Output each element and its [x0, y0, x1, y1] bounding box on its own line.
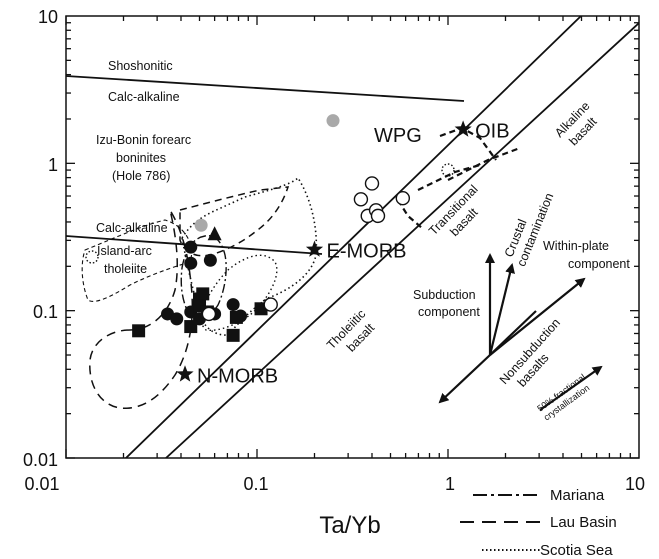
x-tick-label: 1: [445, 474, 455, 494]
label-izu-bonin-2: boninites: [116, 151, 166, 165]
wpg-open-dotted-marker: [441, 163, 455, 177]
label-within-plate-1: Within-plate: [543, 239, 609, 253]
label-calc-alkaline-lower: Calc-alkaline: [96, 221, 168, 235]
label-island-arc-2: tholeiite: [104, 262, 147, 276]
label-transitional-basalt: Transitional basalt: [426, 180, 495, 249]
upper-diagonal-line: [125, 16, 582, 458]
nonsubduction-arrow-up: [489, 310, 537, 356]
x-axis-title: Ta/Yb: [319, 512, 380, 539]
lower-diagonal-line: [165, 22, 639, 458]
izu-bonin-field: [179, 186, 290, 257]
label-island-arc-1: Island-arc: [97, 244, 152, 258]
legend-lau-label: Lau Basin: [550, 514, 617, 531]
open-circle-marker: [395, 190, 411, 206]
shoshonitic-boundary: [66, 75, 465, 102]
circle-marker: [226, 298, 240, 312]
lau-basin-field: [89, 209, 194, 409]
x-tick-label: 0.01: [24, 474, 59, 494]
legend-mariana-label: Mariana: [550, 487, 605, 504]
y-tick-label: 1: [48, 155, 58, 175]
label-subduction-2: component: [418, 305, 480, 319]
y-tick-label: 0.01: [23, 450, 58, 470]
circle-marker: [203, 253, 217, 267]
island-arc-tholeiite-field: [81, 219, 193, 302]
triangle-marker: [207, 226, 222, 241]
y-tick-label: 10: [38, 7, 58, 27]
subduction-arrow: [488, 263, 515, 356]
mariana-field: [180, 235, 227, 319]
scotia-sea-field: [181, 176, 318, 336]
open-circle-marker: [353, 192, 369, 207]
reference-point-label: E-MORB: [326, 241, 406, 263]
within-plate-arrow: [489, 277, 586, 356]
wpg-boundary-3: [447, 146, 521, 181]
square-marker: [226, 328, 240, 342]
gray-circle-marker: [326, 114, 340, 128]
legend-scotia-label: Scotia Sea: [540, 542, 613, 559]
open-circle-marker: [263, 297, 278, 312]
label-calc-alkaline-upper: Calc-alkaline: [108, 90, 180, 104]
label-izu-bonin-1: Izu-Bonin forearc: [96, 133, 191, 147]
square-marker: [132, 324, 146, 338]
nonsubduction-arrow-line: [438, 354, 491, 404]
reference-points: OIB E-MORB N-MORB: [176, 120, 510, 387]
open-circle-marker: [364, 176, 380, 191]
square-marker: [184, 320, 198, 334]
wpg-boundary-4: [397, 199, 423, 229]
label-crustal-contamination: Crustal contamination: [500, 185, 556, 268]
label-within-plate-2: component: [568, 257, 630, 271]
reference-point-label: OIB: [475, 120, 509, 142]
reference-star-marker: [176, 365, 194, 382]
wpg-boundary-1: [439, 126, 497, 161]
label-izu-bonin-3: (Hole 786): [112, 169, 170, 183]
reference-star-marker: [305, 240, 324, 257]
gray-circle-marker: [194, 218, 208, 232]
wpg-boundary-2: [417, 163, 481, 191]
circle-marker: [170, 312, 184, 326]
y-tick-label: 0.1: [33, 302, 58, 322]
data-markers: [132, 114, 411, 342]
label-subduction-1: Subduction: [413, 288, 476, 302]
label-fractional: 50% fractional crystallization: [535, 371, 596, 423]
x-tick-label: 10: [625, 474, 645, 494]
fractional-crystallization-arrow: [539, 365, 603, 411]
axis-ticks: [65, 16, 639, 459]
open-circle-marker: [370, 208, 386, 224]
square-marker: [229, 310, 243, 324]
label-alkaline-basalt: Alkaline basalt: [552, 96, 606, 151]
x-tick-label: 0.1: [243, 474, 268, 494]
label-shoshonitic: Shoshonitic: [108, 59, 173, 73]
circle-marker: [184, 240, 198, 254]
plot-frame: [65, 15, 640, 459]
legend: Mariana Lau Basin Scotia Sea: [460, 487, 617, 559]
label-tholeiitic-basalt: Tholeiitic basalt: [324, 304, 382, 363]
open-circle-marker: [201, 306, 217, 322]
label-wpg: WPG: [374, 125, 422, 147]
square-marker: [196, 287, 210, 301]
arc-open-dotted-marker: [85, 250, 99, 264]
circle-marker: [184, 256, 198, 270]
reference-point-label: N-MORB: [197, 365, 278, 387]
reference-star-marker: [454, 120, 472, 137]
